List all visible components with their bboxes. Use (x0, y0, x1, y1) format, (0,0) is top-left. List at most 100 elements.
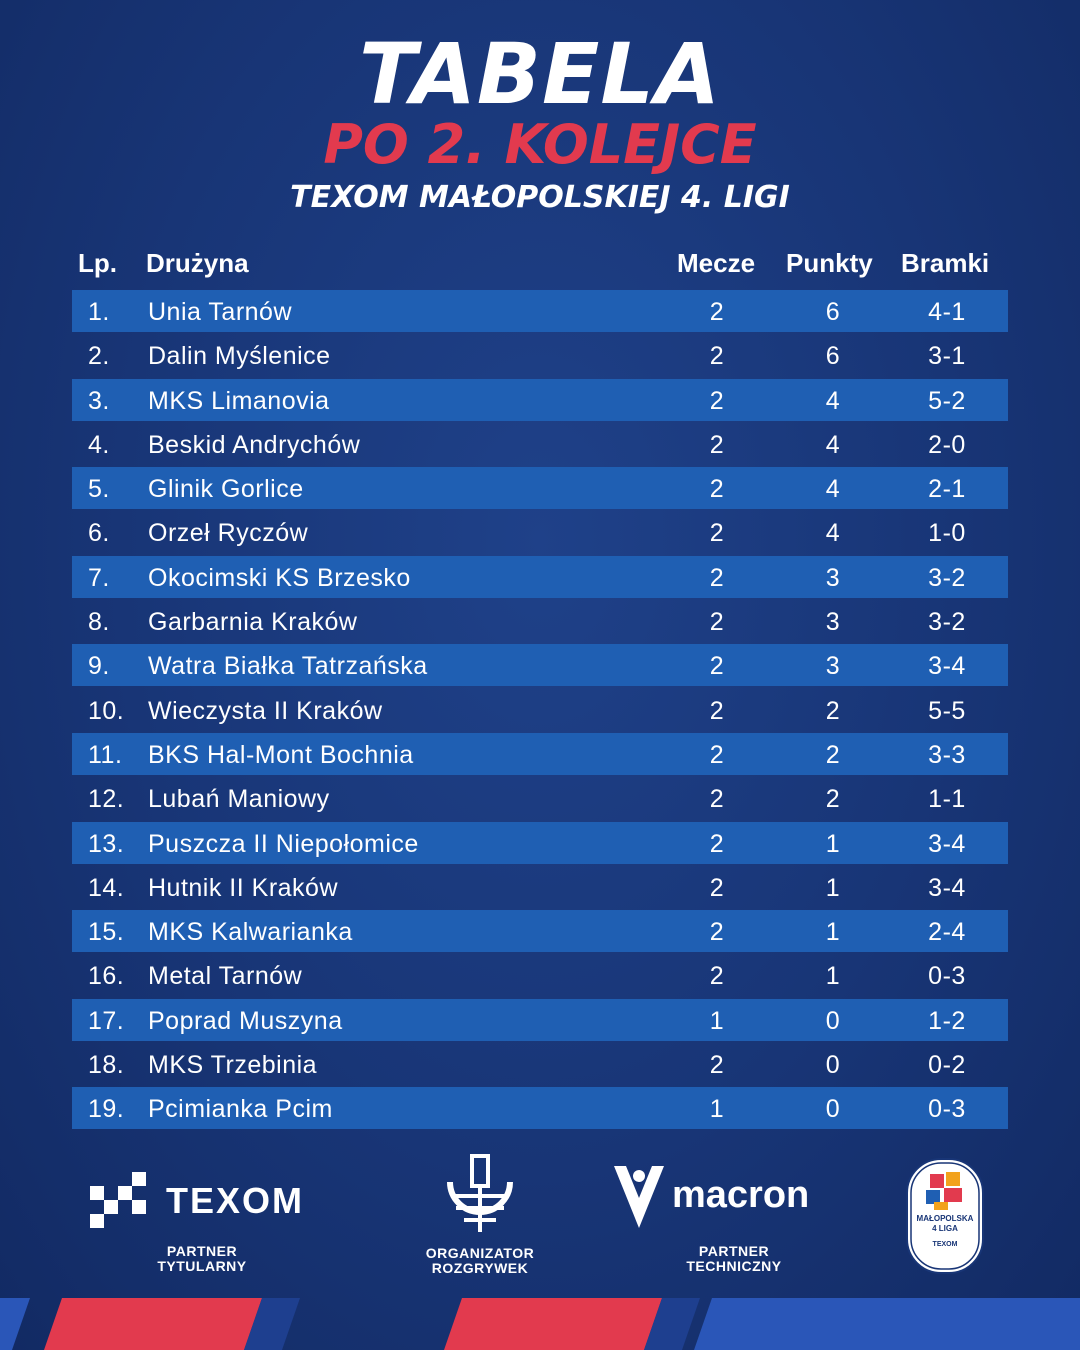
table-row: 3. MKS Limanovia 2 4 5-2 (72, 378, 1008, 421)
table-row: 14. Hutnik II Kraków 2 1 3-4 (72, 866, 1008, 908)
matches-cell: 2 (709, 873, 725, 902)
table-row: 7. Okocimski KS Brzesko 2 3 3-2 (72, 555, 1008, 598)
column-points: Punkty (786, 248, 873, 278)
liga-line-1: MAŁOPOLSKA (916, 1214, 974, 1223)
points-cell: 1 (825, 873, 841, 902)
position-cell: 2. (88, 342, 110, 371)
team-name-cell: Poprad Muszyna (148, 1006, 343, 1035)
position-cell: 7. (88, 563, 110, 592)
goals-cell: 2-4 (928, 918, 966, 947)
table-row: 2. Dalin Myślenice 2 6 3-1 (72, 334, 1008, 376)
matches-cell: 2 (709, 475, 725, 504)
macron-caption-1: PARTNER (698, 1243, 770, 1259)
team-name-cell: Metal Tarnów (148, 962, 303, 991)
goals-cell: 2-1 (928, 475, 966, 504)
standings-table: 1. Unia Tarnów 2 6 4-1 2. Dalin Myślenice 2 6 3-1… (72, 290, 1008, 1132)
points-cell: 4 (825, 386, 841, 415)
team-name-cell: Unia Tarnów (148, 298, 293, 326)
matches-cell: 2 (709, 785, 725, 814)
table-row: 10. Wieczysta II Kraków 2 2 5-5 (72, 689, 1008, 731)
table-row: 11. BKS Hal-Mont Bochnia 2 2 3-3 (72, 732, 1008, 775)
table-row: 8. Garbarnia Kraków 2 3 3-2 (72, 600, 1008, 642)
table-row: 16. Metal Tarnów 2 1 0-3 (72, 954, 1008, 996)
table-row: 1. Unia Tarnów 2 6 4-1 (72, 290, 1008, 332)
team-name-cell: Wieczysta II Kraków (148, 696, 383, 725)
table-row: 9. Watra Białka Tatrzańska 2 3 3-4 (72, 644, 1008, 687)
goals-cell: 0-3 (928, 1095, 966, 1124)
goals-cell: 2-0 (928, 430, 966, 459)
table-header: Lp. Drużyna Mecze Punkty Bramki (72, 244, 1008, 280)
team-name-cell: BKS Hal-Mont Bochnia (148, 740, 414, 769)
mzpn-caption-2: ROZGRYWEK (431, 1260, 529, 1276)
texom-caption-2: TYTULARNY (157, 1258, 247, 1274)
matches-cell: 2 (709, 563, 725, 592)
matches-cell: 2 (709, 519, 725, 548)
table-row: 4. Beskid Andrychów 2 4 2-0 (72, 423, 1008, 465)
position-cell: 11. (88, 740, 123, 769)
matches-cell: 2 (709, 918, 725, 947)
goals-cell: 4-1 (928, 298, 966, 326)
points-cell: 3 (825, 652, 841, 681)
points-cell: 2 (825, 696, 841, 725)
column-goals: Bramki (901, 248, 990, 278)
matches-cell: 2 (709, 740, 725, 769)
liga-brand: TEXOM (932, 1241, 958, 1248)
matches-cell: 2 (709, 1051, 725, 1080)
position-cell: 16. (88, 962, 125, 991)
goals-cell: 0-2 (928, 1051, 966, 1080)
position-cell: 18. (88, 1051, 125, 1080)
team-name-cell: Beskid Andrychów (148, 430, 361, 459)
position-cell: 19. (88, 1095, 125, 1124)
position-cell: 9. (88, 652, 110, 681)
team-name-cell: Garbarnia Kraków (148, 608, 358, 637)
matches-cell: 2 (709, 298, 725, 326)
sponsors-bar: TEXOM PARTNER TYTULARNY ORGANIZATOR ROZG… (0, 1150, 1080, 1290)
team-name-cell: Orzeł Ryczów (148, 519, 309, 548)
matches-cell: 2 (709, 430, 725, 459)
table-row: 12. Lubań Maniowy 2 2 1-1 (72, 777, 1008, 819)
points-cell: 0 (825, 1006, 841, 1035)
team-name-cell: Watra Białka Tatrzańska (148, 652, 428, 681)
liga-line-2: 4 LIGA (932, 1224, 958, 1233)
matches-cell: 2 (709, 829, 725, 858)
matches-cell: 2 (709, 962, 725, 991)
points-cell: 2 (825, 740, 841, 769)
team-name-cell: MKS Kalwarianka (148, 918, 353, 947)
header: TABELA PO 2. KOLEJCE TEXOM MAŁOPOLSKIEJ … (0, 30, 1080, 216)
texom-mark-icon (90, 1172, 146, 1228)
matches-cell: 2 (709, 696, 725, 725)
table-row: 19. Pcimianka Pcim 1 0 0-3 (72, 1087, 1008, 1130)
points-cell: 0 (825, 1051, 841, 1080)
goals-cell: 3-4 (928, 652, 966, 681)
table-row: 5. Glinik Gorlice 2 4 2-1 (72, 467, 1008, 510)
texom-caption-1: PARTNER (166, 1243, 238, 1259)
goals-cell: 1-1 (928, 785, 966, 814)
position-cell: 6. (88, 519, 110, 548)
goals-cell: 5-2 (928, 386, 966, 415)
goals-cell: 1-2 (928, 1006, 966, 1035)
points-cell: 1 (825, 918, 841, 947)
position-cell: 1. (88, 298, 110, 326)
position-cell: 8. (88, 608, 110, 637)
table-row: 17. Poprad Muszyna 1 0 1-2 (72, 998, 1008, 1041)
matches-cell: 2 (709, 652, 725, 681)
goals-cell: 3-1 (928, 342, 966, 371)
points-cell: 4 (825, 430, 841, 459)
team-name-cell: Glinik Gorlice (148, 475, 304, 504)
matches-cell: 1 (709, 1006, 725, 1035)
table-row: 13. Puszcza II Niepołomice 2 1 3-4 (72, 821, 1008, 864)
team-name-cell: MKS Limanovia (148, 386, 330, 415)
points-cell: 3 (825, 608, 841, 637)
goals-cell: 3-4 (928, 829, 966, 858)
points-cell: 1 (825, 962, 841, 991)
team-name-cell: Lubań Maniowy (148, 785, 330, 814)
points-cell: 1 (825, 829, 841, 858)
goals-cell: 3-2 (928, 608, 966, 637)
mzpn-caption-1: ORGANIZATOR (425, 1245, 535, 1261)
position-cell: 12. (88, 785, 125, 814)
table-row: 15. MKS Kalwarianka 2 1 2-4 (72, 910, 1008, 953)
points-cell: 2 (825, 785, 841, 814)
position-cell: 17. (88, 1006, 125, 1035)
page-title: TABELA (359, 25, 721, 123)
table-row: 6. Orzeł Ryczów 2 4 1-0 (72, 511, 1008, 553)
